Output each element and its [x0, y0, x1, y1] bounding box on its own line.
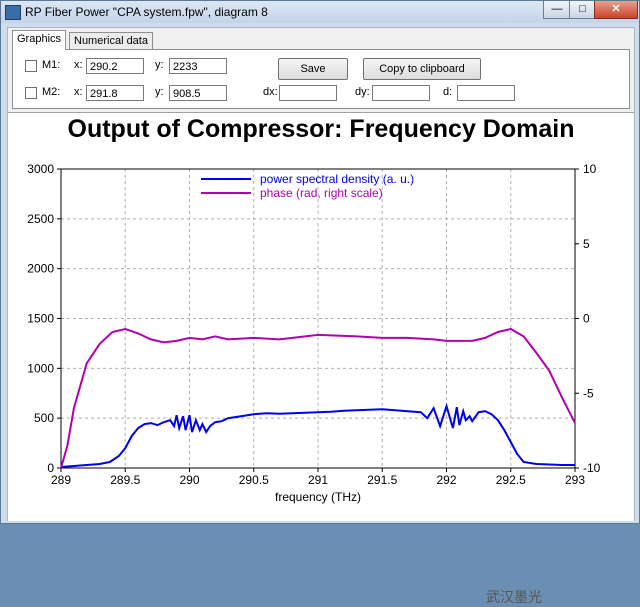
dx-field[interactable]	[279, 85, 337, 101]
m1-checkbox[interactable]	[25, 60, 37, 72]
minimize-button[interactable]: —	[543, 1, 571, 19]
m1-label: M1:	[42, 59, 61, 71]
x-tick-label: 291.5	[367, 473, 397, 487]
dy-label: dy:	[355, 86, 370, 98]
y-tick-label: 2500	[27, 212, 54, 226]
y-tick-label: 3000	[27, 162, 54, 176]
m1-y-label: y:	[155, 59, 164, 71]
close-button[interactable]: ✕	[594, 1, 638, 19]
x-tick-label: 292.5	[496, 473, 526, 487]
m1-x-label: x:	[74, 59, 83, 71]
dx-label: dx:	[263, 86, 278, 98]
x-tick-label: 293	[565, 473, 585, 487]
title-bar[interactable]: RP Fiber Power "CPA system.fpw", diagram…	[1, 1, 639, 23]
x-tick-label: 289	[51, 473, 71, 487]
m2-label: M2:	[42, 86, 61, 98]
m2-checkbox[interactable]	[25, 87, 37, 99]
series-line-phase	[60, 327, 576, 469]
y2-tick-label: 5	[583, 237, 590, 251]
y-tick-label: 1500	[27, 312, 54, 326]
x-tick-label: 291	[308, 473, 328, 487]
d-label: d:	[443, 86, 453, 98]
y-tick-label: 500	[34, 411, 54, 425]
tab-numerical-data[interactable]: Numerical data	[69, 32, 153, 49]
client-area: Graphics Numerical data M1: x: 290.2 y: …	[7, 27, 635, 605]
dy-field[interactable]	[372, 85, 430, 101]
plot-area: Output of Compressor: Frequency Domain 2…	[8, 112, 634, 605]
x-tick-label: 292	[436, 473, 456, 487]
m2-y-label: y:	[155, 86, 164, 98]
m1-x-field[interactable]: 290.2	[86, 58, 144, 74]
app-icon	[5, 5, 21, 20]
save-button[interactable]: Save	[278, 58, 348, 80]
y2-tick-label: -5	[583, 386, 594, 400]
copy-to-clipboard-button[interactable]: Copy to clipboard	[363, 58, 481, 80]
chart-svg: 289 289.5 290 290.5 291 291.5 292 292.5 293 0 500 1…	[27, 162, 601, 504]
series-line-psd	[60, 402, 575, 468]
x-tick-label: 290.5	[239, 473, 269, 487]
chart-title: Output of Compressor: Frequency Domain	[67, 115, 575, 143]
m2-x-field[interactable]: 291.8	[86, 85, 144, 101]
window-title: RP Fiber Power "CPA system.fpw", diagram…	[25, 5, 268, 19]
y-tick-label: 1000	[27, 361, 54, 375]
marker-panel: M1: x: 290.2 y: 2233 Save Copy to clipbo…	[12, 49, 630, 109]
x-tick-label: 289.5	[110, 473, 140, 487]
y2-tick-label: 0	[583, 312, 590, 326]
legend-label: power spectral density (a. u.)	[260, 172, 414, 186]
tab-graphics[interactable]: Graphics	[12, 30, 67, 50]
y-tick-label: 2000	[27, 262, 54, 276]
legend-label: phase (rad, right scale)	[260, 186, 383, 200]
maximize-button[interactable]: □	[569, 1, 596, 19]
x-tick-label: 290	[179, 473, 199, 487]
y2-tick-label: -10	[583, 461, 601, 475]
m2-y-field[interactable]: 908.5	[169, 85, 227, 101]
m1-y-field[interactable]: 2233	[169, 58, 227, 74]
y2-tick-label: 10	[583, 162, 597, 176]
x-axis-label: frequency (THz)	[275, 490, 361, 504]
d-field[interactable]	[457, 85, 515, 101]
watermark: 武汉墨光	[486, 589, 542, 605]
y-tick-label: 0	[47, 461, 54, 475]
m2-x-label: x:	[74, 86, 83, 98]
